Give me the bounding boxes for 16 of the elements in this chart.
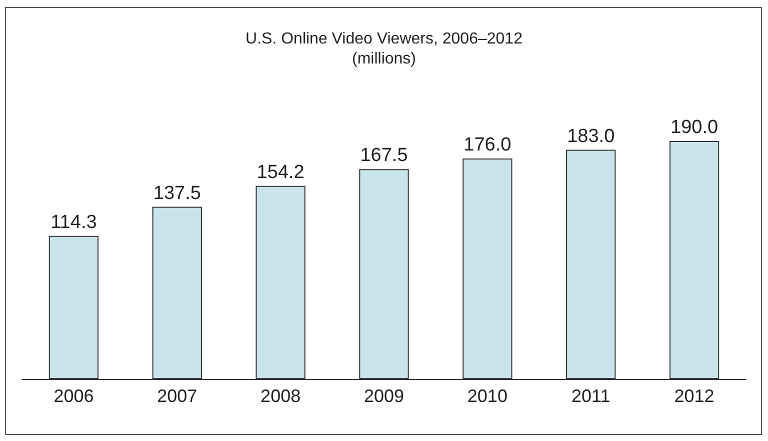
data-label: 176.0 — [464, 134, 512, 156]
x-tick-label: 2012 — [674, 386, 714, 406]
x-tick-label: 2007 — [157, 386, 198, 406]
chart-subtitle: (millions) — [352, 50, 416, 68]
x-tick-label: 2008 — [260, 386, 301, 406]
x-tick-label: 2009 — [364, 386, 404, 406]
data-label: 154.2 — [256, 162, 304, 183]
data-label: 137.5 — [153, 182, 201, 204]
data-label: 167.5 — [360, 145, 408, 166]
data-label: 114.3 — [50, 212, 97, 233]
chart-title: U.S. Online Video Viewers, 2006–2012 — [246, 30, 523, 48]
x-tick-label: 2011 — [572, 386, 610, 406]
data-label: 190.0 — [670, 117, 718, 138]
x-tick-label: 2006 — [54, 386, 94, 406]
x-tick-label: 2010 — [467, 386, 508, 406]
data-label: 183.0 — [567, 126, 615, 147]
